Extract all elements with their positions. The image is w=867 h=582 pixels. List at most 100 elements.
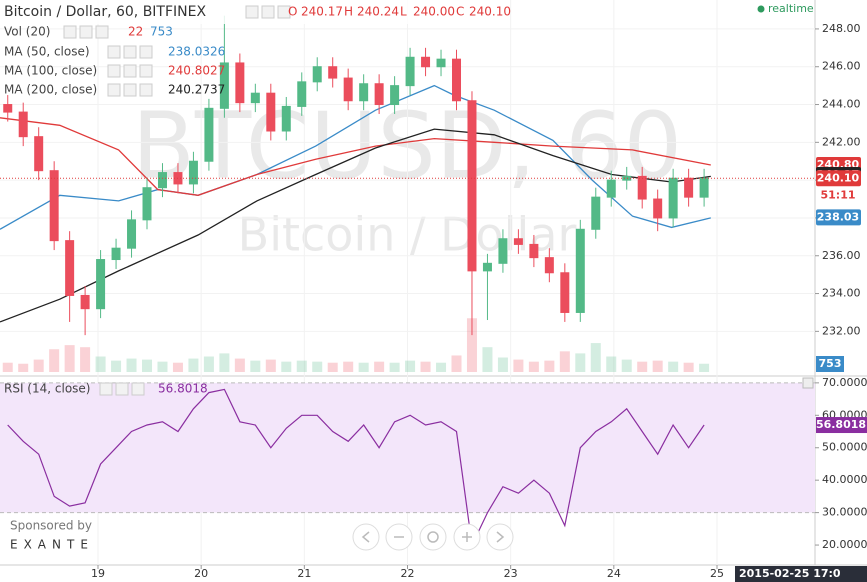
candle-body bbox=[297, 81, 307, 107]
candle-body bbox=[49, 170, 59, 242]
legend-icon-button[interactable] bbox=[95, 25, 109, 39]
legend-icon-button[interactable] bbox=[123, 45, 137, 59]
volume-bar bbox=[528, 361, 539, 372]
rsi-band bbox=[0, 382, 815, 513]
candle-body bbox=[281, 105, 291, 132]
volume-bar bbox=[250, 360, 261, 372]
volume-bar bbox=[389, 362, 400, 372]
price-label: 238.03 bbox=[817, 210, 859, 223]
volume-bar bbox=[590, 343, 601, 372]
legend-value: 240.2737 bbox=[168, 83, 225, 97]
indicator-value: 56.8018 bbox=[158, 382, 208, 396]
ohlc-label: H bbox=[344, 5, 353, 19]
volume-bar bbox=[312, 361, 323, 372]
legend-value: 240.8027 bbox=[168, 64, 225, 78]
candle-body bbox=[390, 85, 400, 106]
volume-bar bbox=[64, 345, 75, 372]
ohlc-value: 240.17 bbox=[301, 5, 343, 19]
candle-body bbox=[622, 175, 632, 181]
volume-bar bbox=[203, 356, 214, 372]
candle-body bbox=[482, 262, 492, 272]
legend-name: MA (200, close) bbox=[4, 83, 97, 97]
volume-bar bbox=[621, 359, 632, 372]
candle-body bbox=[3, 104, 13, 113]
volume-bar bbox=[33, 359, 44, 372]
icon bbox=[361, 531, 370, 543]
y-tick-label: 50.0000 bbox=[822, 441, 867, 454]
legend-icon-button[interactable] bbox=[63, 25, 77, 39]
legend-icon-button[interactable] bbox=[107, 45, 121, 59]
rsi-value-box bbox=[816, 417, 867, 434]
indicator-value: 753 bbox=[150, 25, 173, 39]
realtime-dot bbox=[757, 5, 765, 13]
candle-body bbox=[421, 56, 431, 68]
legend-icon-button[interactable] bbox=[123, 83, 137, 97]
volume-bar bbox=[606, 356, 617, 372]
candle-body bbox=[452, 58, 462, 102]
y-tick-label: 242.00 bbox=[822, 135, 861, 148]
x-tick-label: 23 bbox=[504, 567, 518, 580]
legend-icon-button[interactable] bbox=[107, 83, 121, 97]
candle-body bbox=[637, 175, 647, 200]
legend-icon-button[interactable] bbox=[139, 64, 153, 78]
legend-icon-button[interactable] bbox=[123, 64, 137, 78]
candle-body bbox=[668, 177, 678, 219]
candle-body bbox=[343, 77, 353, 102]
volume-bar bbox=[652, 360, 663, 372]
reset-button[interactable] bbox=[419, 523, 447, 551]
y-tick-label: 70.0000 bbox=[822, 376, 867, 389]
chart-title: Bitcoin / Dollar, 60, BITFINEX bbox=[4, 4, 206, 20]
ohlc-label: O bbox=[288, 5, 297, 19]
candle-body bbox=[204, 107, 214, 162]
volume-bar bbox=[157, 361, 168, 372]
legend-icon-button[interactable] bbox=[79, 25, 93, 39]
ohlc-value: 240.10 bbox=[469, 5, 511, 19]
volume-bar bbox=[126, 358, 137, 372]
volume-bar bbox=[265, 359, 276, 372]
scroll-left-button[interactable] bbox=[352, 523, 380, 551]
volume-bar bbox=[95, 356, 106, 372]
sponsor-label: Sponsored by bbox=[10, 519, 92, 533]
volume-bar bbox=[111, 360, 122, 372]
volume-label: 753 bbox=[819, 357, 842, 370]
rsi-line bbox=[7, 388, 705, 548]
legend-name: MA (50, close) bbox=[4, 45, 90, 59]
rsi-pane: 20.000030.000040.000050.000060.000070.00… bbox=[0, 376, 867, 551]
candle-body bbox=[684, 177, 694, 198]
candle-body bbox=[157, 172, 167, 189]
volume-bar bbox=[343, 361, 354, 372]
legend-icon-button[interactable] bbox=[139, 45, 153, 59]
volume-bar bbox=[296, 360, 307, 372]
x-tick-label: 21 bbox=[297, 567, 311, 580]
volume-bar bbox=[188, 358, 199, 372]
legend-icon-button[interactable] bbox=[261, 5, 275, 19]
legend-icon-button[interactable] bbox=[277, 5, 291, 19]
legend-icon-button[interactable] bbox=[107, 64, 121, 78]
volume-bar bbox=[142, 359, 153, 372]
volume-bar bbox=[668, 361, 679, 372]
legend-icon-button[interactable] bbox=[115, 382, 129, 396]
price-label-box bbox=[816, 209, 861, 226]
scroll-right-button[interactable] bbox=[486, 523, 514, 551]
volume-bar bbox=[2, 362, 13, 372]
legend-icon-button[interactable] bbox=[131, 382, 145, 396]
icon bbox=[496, 531, 505, 543]
countdown-box bbox=[816, 187, 861, 204]
volume-bar bbox=[513, 359, 524, 372]
y-tick-label: 40.0000 bbox=[822, 473, 867, 486]
candle-body bbox=[266, 92, 276, 132]
sponsor-name: EXANTE bbox=[10, 538, 94, 552]
candle-body bbox=[96, 259, 106, 310]
legend-icon-button[interactable] bbox=[99, 382, 113, 396]
pane-maximize-button[interactable] bbox=[802, 377, 814, 389]
ma-line bbox=[0, 117, 711, 196]
y-tick-label: 248.00 bbox=[822, 22, 861, 35]
legend-icon-button[interactable] bbox=[245, 5, 259, 19]
legend-icon-button[interactable] bbox=[139, 83, 153, 97]
volume-bar bbox=[436, 362, 447, 372]
volume-bar bbox=[683, 362, 694, 372]
volume-bar bbox=[544, 360, 555, 372]
icon bbox=[462, 532, 472, 542]
indicator-name: Vol (20) bbox=[4, 25, 50, 39]
